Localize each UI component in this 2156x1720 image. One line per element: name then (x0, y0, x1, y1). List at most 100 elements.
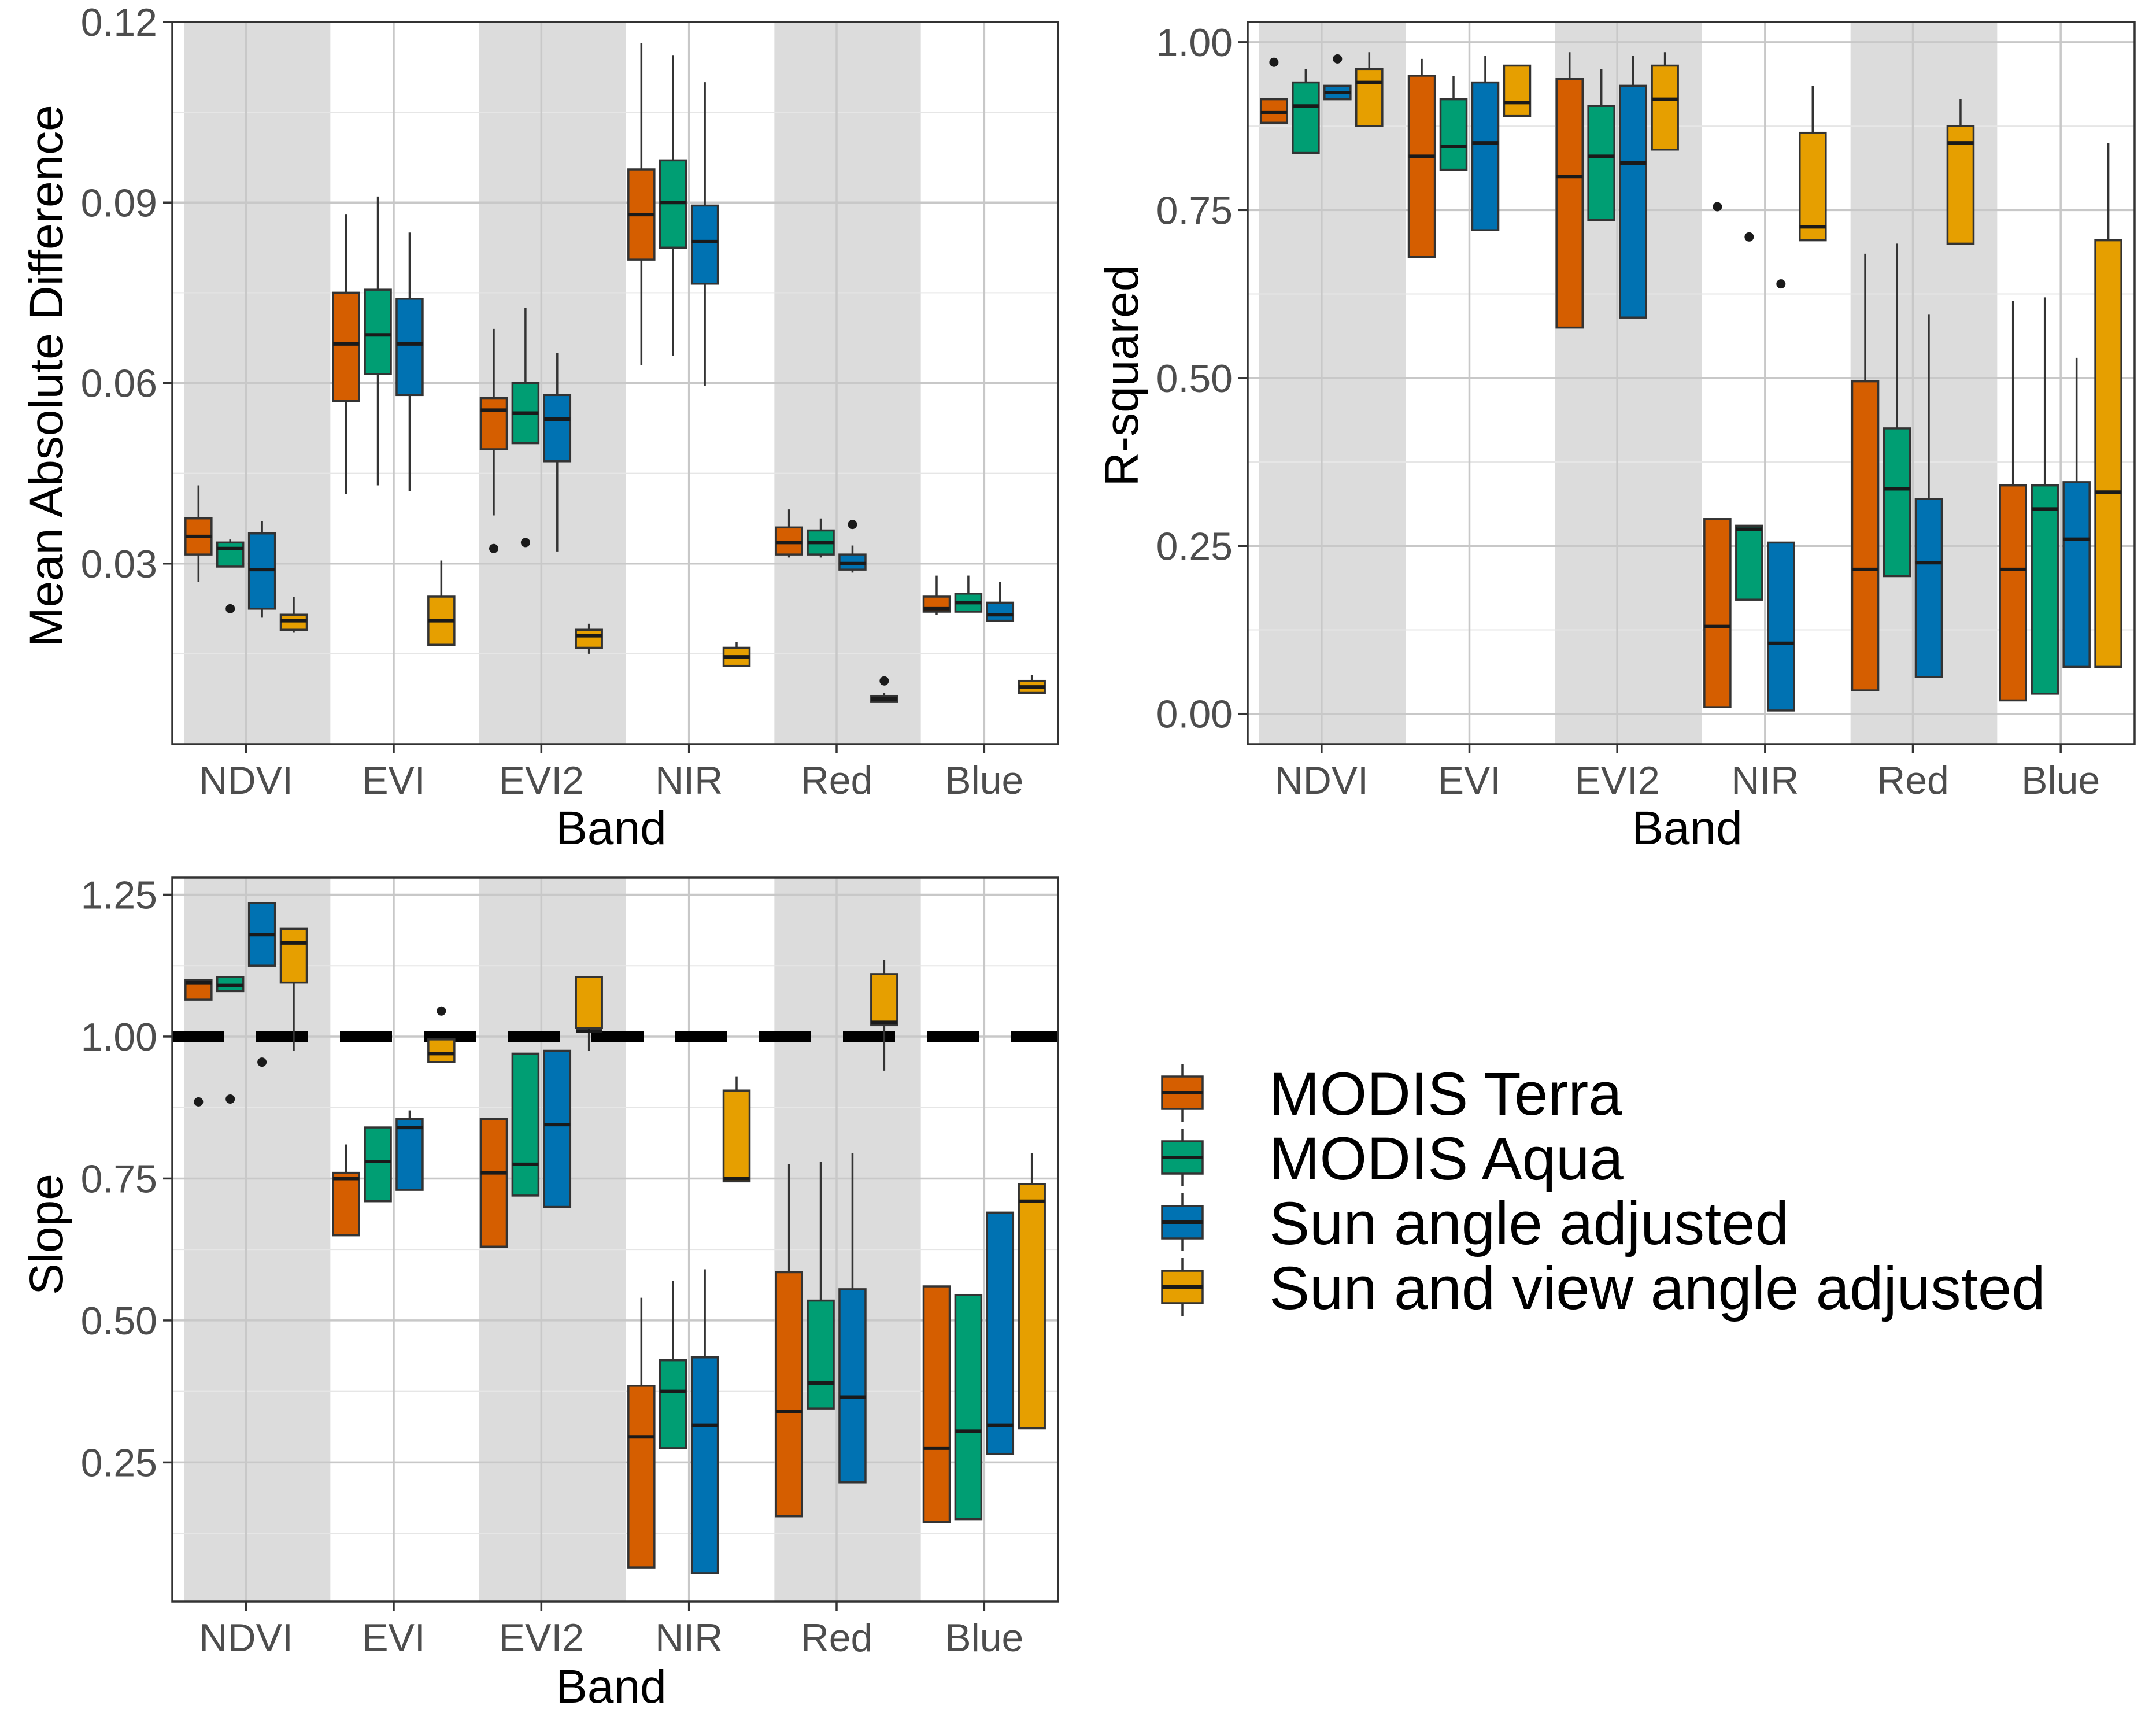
box-body (543, 394, 572, 463)
box-ndvi-3 (1355, 52, 1384, 127)
y-tick-label: 1.00 (1156, 21, 1233, 65)
x-tick-label: EVI2 (1574, 759, 1659, 802)
box-outlier (1713, 202, 1722, 212)
box-ndvi-0 (184, 979, 213, 1107)
x-tick-label: NDVI (199, 759, 293, 802)
box-body (479, 397, 508, 450)
legend-item-terra: MODIS Terra (1161, 1060, 1622, 1128)
box-body (2031, 484, 2059, 695)
box-evi-0 (332, 214, 360, 495)
box-outlier (1744, 232, 1754, 242)
legend: MODIS Terra MODIS Aqua Sun angle adjuste… (1161, 1060, 2046, 1322)
box-blue-0 (922, 575, 951, 615)
box-body (332, 1171, 360, 1237)
x-tick-label: NIR (655, 759, 723, 802)
band-shade-ndvi (1259, 22, 1406, 744)
panel-slope-y-title: Slope (20, 1174, 73, 1295)
box-ndvi-0 (1260, 57, 1288, 124)
box-body (627, 1385, 656, 1569)
box-body (1503, 64, 1532, 117)
panel-slope-background (172, 878, 1058, 1601)
panel-mad: 0.03 0.06 0.09 0.12 NDVI EVI EVI2 NIR Red Blue Ba… (20, 1, 1059, 855)
box-red-0 (1851, 253, 1880, 691)
box-evi-1 (364, 1126, 392, 1203)
box-body (364, 288, 392, 375)
y-tick-label: 0.75 (1156, 188, 1233, 232)
box-nir-1 (659, 55, 687, 356)
y-tick-label: 0.50 (81, 1299, 157, 1343)
box-red-1 (807, 518, 835, 558)
y-tick-label: 0.25 (1156, 524, 1233, 568)
box-blue-3 (1018, 675, 1046, 694)
box-evi-1 (364, 196, 392, 486)
box-outlier (848, 520, 857, 530)
x-tick-label: EVI (362, 1616, 426, 1660)
x-tick-label: NDVI (1275, 759, 1369, 802)
box-evi2-0 (479, 328, 508, 553)
box-body (722, 1089, 751, 1183)
x-tick-label: Red (1877, 759, 1949, 802)
box-ndvi-0 (184, 485, 213, 582)
box-red-0 (775, 509, 803, 558)
box-blue-3 (2094, 143, 2122, 668)
box-evi-3 (427, 1006, 456, 1063)
box-red-2 (838, 520, 867, 573)
box-body (1651, 64, 1679, 151)
box-outlier (489, 543, 498, 553)
box-ndvi-1 (1292, 69, 1320, 154)
box-body (870, 973, 898, 1027)
box-outlier (257, 1057, 267, 1067)
box-body (690, 1356, 719, 1574)
box-nir-3 (1798, 86, 1827, 242)
box-red-2 (1914, 314, 1943, 678)
panel-slope-boxes (184, 902, 1046, 1574)
panel-r2-y-title: R-squared (1096, 265, 1148, 487)
box-nir-0 (627, 43, 656, 365)
box-evi2-1 (1587, 69, 1615, 221)
box-body (954, 1293, 983, 1521)
box-outlier (1776, 279, 1786, 289)
legend-label-aqua: MODIS Aqua (1269, 1125, 1624, 1193)
box-body (1703, 518, 1732, 708)
box-body (1619, 84, 1647, 319)
box-nir-3 (722, 1076, 751, 1183)
box-body (1471, 81, 1500, 231)
box-body (395, 298, 424, 397)
box-nir-0 (627, 1297, 656, 1569)
box-nir-2 (690, 82, 719, 386)
box-outlier (225, 604, 235, 613)
legend-item-aqua: MODIS Aqua (1161, 1125, 1624, 1193)
panel-mad-background (172, 21, 1058, 744)
box-red-3 (870, 676, 898, 703)
legend-item-sun: Sun angle adjusted (1161, 1190, 1789, 1257)
x-tick-label: EVI2 (499, 759, 584, 802)
box-evi2-2 (543, 353, 572, 552)
box-ndvi-1 (216, 539, 245, 613)
y-tick-label: 0.50 (1156, 357, 1233, 401)
box-evi2-2 (1619, 56, 1647, 319)
box-ndvi-3 (279, 596, 308, 633)
panel-mad-boxes (184, 43, 1046, 703)
y-tick-label: 0.12 (81, 1, 157, 45)
box-body (1851, 380, 1880, 691)
panel-r2-axes: 0.00 0.25 0.50 0.75 1.00 NDVI EVI EVI2 NIR Red Blu… (1156, 21, 2136, 802)
x-tick-label: EVI2 (499, 1616, 584, 1660)
box-nir-1 (659, 1281, 687, 1449)
box-evi2-1 (511, 1052, 540, 1197)
box-body (1946, 125, 1975, 245)
box-ndvi-1 (216, 976, 245, 1104)
box-blue-0 (1999, 301, 2028, 702)
box-body (690, 204, 719, 285)
panel-r2-background (1248, 22, 2135, 744)
box-body (922, 1285, 951, 1523)
box-nir-3 (722, 642, 751, 667)
box-body (1914, 498, 1943, 678)
x-tick-label: Red (801, 759, 873, 802)
box-red-0 (775, 1164, 803, 1518)
box-nir-2 (1767, 279, 1795, 712)
box-blue-1 (954, 575, 983, 613)
panel-border (171, 876, 1059, 1603)
box-ndvi-2 (247, 521, 276, 618)
box-body (659, 1359, 687, 1449)
